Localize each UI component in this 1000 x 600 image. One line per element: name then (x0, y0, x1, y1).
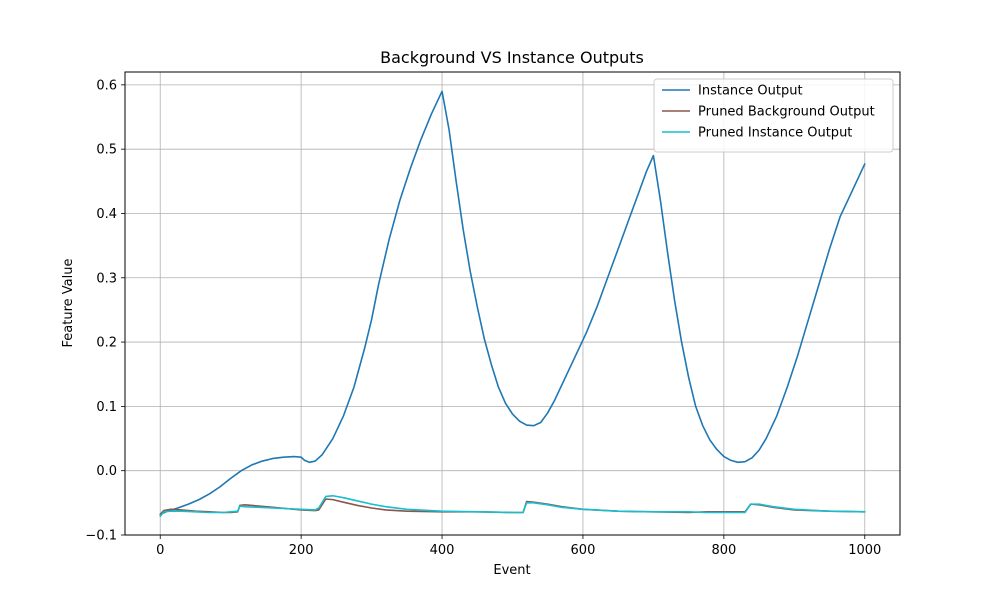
x-tick-label: 200 (289, 543, 314, 558)
y-axis-label: Feature Value (61, 259, 76, 348)
y-tick-label: 0.3 (96, 271, 117, 286)
y-tick-label: 0.0 (96, 464, 117, 479)
chart-title: Background VS Instance Outputs (380, 48, 644, 67)
x-tick-label: 0 (156, 543, 164, 558)
plot-frame (124, 71, 901, 536)
x-tick-label: 800 (711, 543, 736, 558)
grid (125, 72, 900, 536)
x-tick-label: 1000 (848, 543, 881, 558)
y-tick-label: 0.2 (96, 336, 117, 351)
series-layer (159, 90, 866, 518)
legend-box (653, 78, 894, 153)
legend: Instance Output Pruned Background Output P… (653, 78, 894, 153)
legend-label: Pruned Background Output (698, 105, 875, 120)
series-line-pruned-instance-output (159, 494, 866, 518)
series-line-instance-output (159, 90, 866, 516)
y-tick-label: 0.5 (96, 143, 117, 158)
x-tick-label: 600 (571, 543, 596, 558)
ticks: 0 200 400 600 800 1000 −0.1 0.0 0.1 0.2 0.3 0.4 0.5 0… (85, 78, 881, 558)
legend-label: Instance Output (698, 84, 803, 99)
y-tick-label: 0.1 (96, 400, 117, 415)
legend-label: Pruned Instance Output (698, 126, 852, 141)
y-tick-label: 0.6 (96, 78, 117, 93)
x-tick-label: 400 (430, 543, 455, 558)
x-axis-label: Event (493, 563, 530, 578)
y-tick-label: 0.4 (96, 207, 117, 222)
y-tick-label: −0.1 (85, 529, 117, 544)
